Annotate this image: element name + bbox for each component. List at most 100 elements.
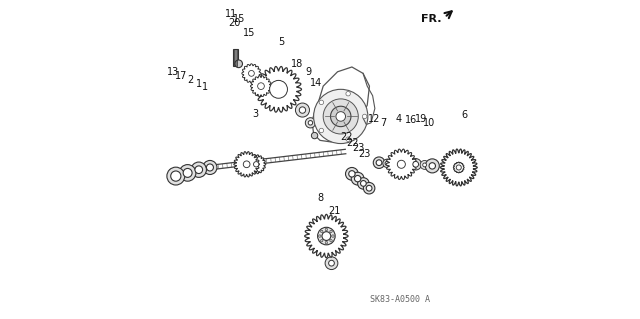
Text: 13: 13 [166, 67, 179, 77]
Circle shape [323, 99, 358, 134]
Circle shape [364, 182, 375, 194]
Circle shape [346, 167, 358, 180]
Circle shape [325, 257, 338, 270]
Circle shape [321, 240, 323, 242]
Circle shape [454, 163, 463, 172]
Circle shape [362, 114, 367, 119]
Circle shape [195, 166, 203, 174]
Circle shape [358, 178, 369, 189]
Circle shape [207, 164, 214, 171]
Text: 16: 16 [404, 115, 417, 125]
Circle shape [336, 112, 346, 121]
Circle shape [422, 163, 426, 167]
Circle shape [183, 168, 192, 177]
Text: 3: 3 [252, 109, 258, 119]
Circle shape [346, 92, 350, 96]
Circle shape [355, 175, 361, 182]
Circle shape [346, 137, 350, 141]
Circle shape [321, 230, 332, 242]
Circle shape [325, 241, 328, 244]
Circle shape [366, 185, 372, 191]
Text: 5: 5 [278, 37, 284, 47]
Circle shape [413, 161, 419, 167]
Circle shape [269, 80, 287, 98]
Text: 21: 21 [328, 205, 340, 216]
Text: SK83-A0500 A: SK83-A0500 A [370, 295, 429, 304]
Text: 12: 12 [368, 114, 380, 124]
Circle shape [235, 60, 243, 68]
Circle shape [308, 121, 313, 125]
Circle shape [385, 161, 389, 165]
Circle shape [319, 235, 321, 237]
Circle shape [179, 165, 196, 181]
Circle shape [330, 106, 351, 127]
Circle shape [429, 163, 435, 169]
Text: 10: 10 [423, 118, 436, 128]
Circle shape [191, 162, 207, 177]
Circle shape [330, 230, 332, 233]
Circle shape [167, 167, 185, 185]
Text: 4: 4 [396, 114, 402, 124]
Circle shape [319, 100, 324, 105]
Text: FR.: FR. [420, 14, 441, 24]
Circle shape [325, 228, 328, 231]
Circle shape [300, 107, 306, 113]
Circle shape [373, 157, 385, 168]
Circle shape [317, 227, 335, 245]
Circle shape [383, 159, 391, 167]
Polygon shape [312, 67, 369, 142]
Circle shape [305, 118, 316, 128]
Circle shape [296, 103, 310, 117]
Text: 14: 14 [310, 78, 322, 88]
Circle shape [243, 161, 250, 168]
Circle shape [328, 260, 334, 266]
Text: 22: 22 [340, 132, 353, 142]
Text: 15: 15 [233, 13, 246, 24]
Circle shape [321, 230, 323, 233]
Text: 7: 7 [380, 118, 386, 129]
Polygon shape [242, 64, 261, 83]
Circle shape [171, 171, 181, 181]
Circle shape [360, 181, 366, 186]
Circle shape [312, 132, 318, 139]
Text: 23: 23 [352, 143, 364, 153]
Polygon shape [440, 149, 477, 186]
Text: 8: 8 [317, 193, 323, 204]
Text: 1: 1 [196, 78, 202, 89]
Text: 11: 11 [225, 9, 237, 19]
Circle shape [332, 235, 334, 237]
Circle shape [456, 165, 461, 170]
Circle shape [322, 232, 331, 241]
Polygon shape [250, 76, 271, 97]
Text: 2: 2 [188, 75, 194, 85]
Circle shape [314, 89, 368, 144]
Text: 17: 17 [175, 71, 188, 81]
Text: 9: 9 [305, 67, 312, 78]
Text: 18: 18 [291, 59, 303, 69]
Polygon shape [386, 149, 417, 180]
Circle shape [248, 70, 254, 76]
Polygon shape [453, 162, 464, 173]
Polygon shape [255, 67, 301, 112]
Bar [232, 48, 238, 66]
Circle shape [258, 83, 264, 90]
Polygon shape [305, 214, 348, 258]
Circle shape [349, 171, 355, 177]
Circle shape [319, 128, 324, 133]
Text: 23: 23 [358, 149, 371, 159]
Circle shape [253, 162, 259, 167]
Circle shape [420, 160, 429, 169]
Text: 1: 1 [202, 82, 208, 92]
Circle shape [397, 160, 405, 168]
Circle shape [425, 159, 439, 173]
Circle shape [330, 240, 332, 242]
Text: 19: 19 [415, 114, 427, 124]
Text: 15: 15 [243, 28, 255, 39]
Text: 20: 20 [228, 18, 241, 28]
Circle shape [410, 159, 422, 170]
Circle shape [203, 160, 217, 174]
Polygon shape [246, 155, 266, 174]
Text: 6: 6 [461, 110, 467, 120]
Circle shape [457, 166, 461, 169]
Text: 22: 22 [346, 137, 359, 148]
